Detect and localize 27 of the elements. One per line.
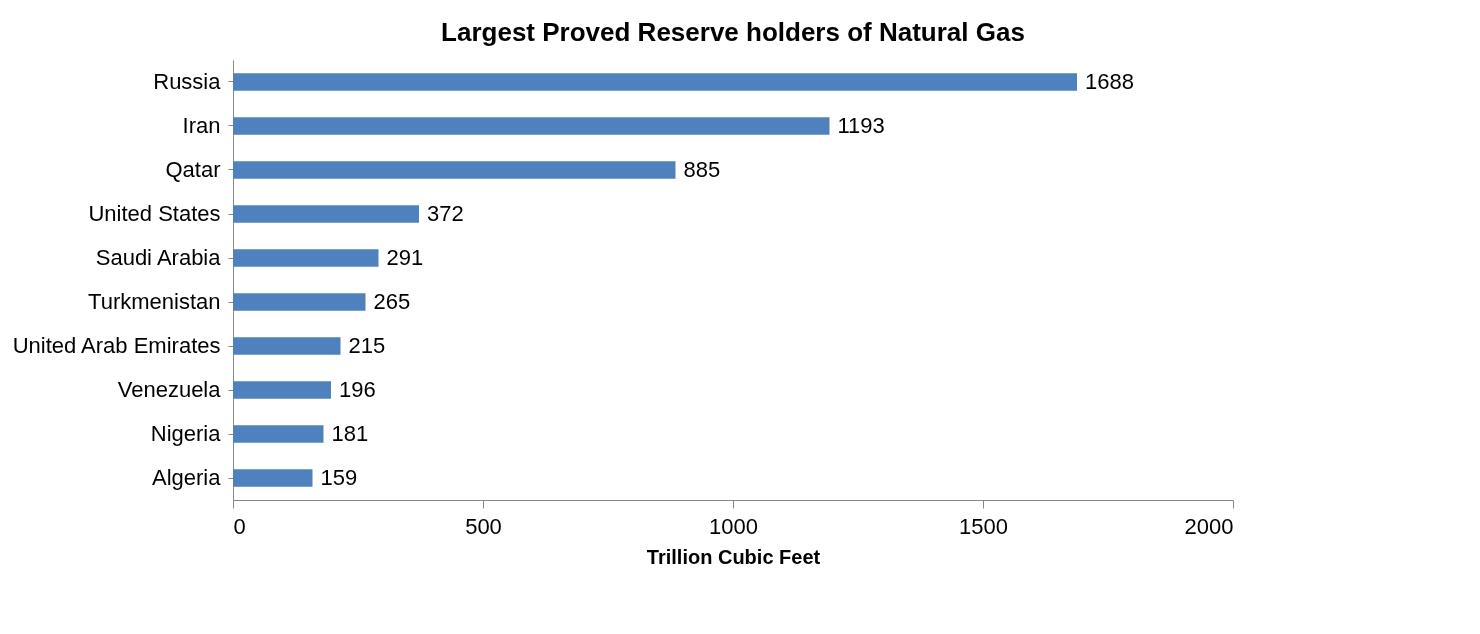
data-label: 215 [348,333,386,358]
y-tick-label: United Arab Emirates [12,333,221,358]
x-tick-label: 500 [465,513,502,539]
y-tick-label: Iran [182,113,221,138]
data-label: 1688 [1085,69,1134,94]
chart-title: Largest Proved Reserve holders of Natural Gas [441,17,1025,47]
y-tick-label: Algeria [152,465,222,490]
data-label: 181 [331,421,369,446]
data-label: 885 [683,157,721,182]
x-tick-label: 2000 [1184,513,1234,539]
x-tick-label: 0 [233,513,246,539]
data-label: 291 [386,245,424,270]
y-tick-label: Saudi Arabia [95,245,222,270]
y-tick-label: United States [88,201,221,226]
y-tick-label: Russia [153,69,222,94]
y-tick-label: Qatar [165,157,221,182]
data-label: 372 [427,201,464,226]
x-tick-label: 1500 [959,513,1008,539]
data-label: 196 [339,377,376,402]
data-label: 159 [320,465,358,490]
y-tick-label: Venezuela [117,377,222,402]
y-tick-label: Nigeria [150,421,222,446]
data-label: 265 [373,289,411,314]
x-tick-label: 1000 [709,513,758,539]
y-tick-label: Turkmenistan [88,289,221,314]
data-label: 1193 [837,113,885,138]
x-axis-title: Trillion Cubic Feet [646,545,821,568]
